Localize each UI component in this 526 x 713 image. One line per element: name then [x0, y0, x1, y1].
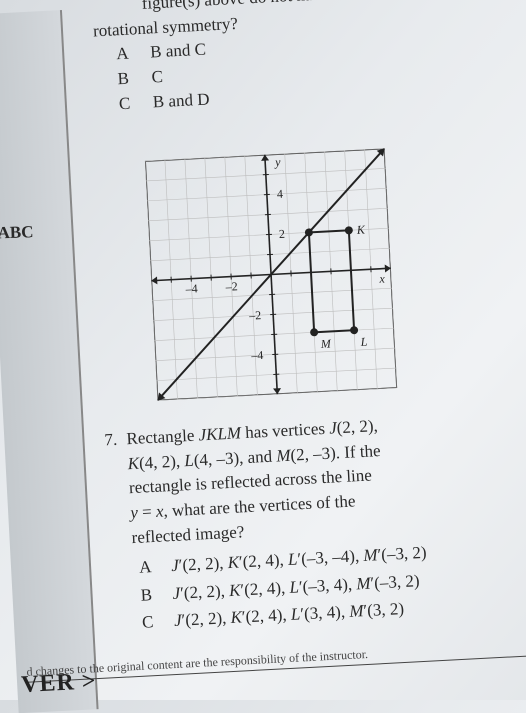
svg-text:–2: –2	[224, 279, 238, 294]
question-7: 7.Rectangle JKLM has vertices J(2, 2), K…	[104, 408, 515, 641]
q7-number: 7.	[104, 427, 127, 453]
opt-letter: B	[140, 583, 159, 609]
opt-letter: A	[116, 42, 135, 68]
svg-text:L: L	[359, 335, 368, 349]
svg-text:–4: –4	[250, 348, 264, 363]
svg-text:4: 4	[276, 187, 283, 201]
opt-text: C	[151, 65, 164, 90]
svg-text:x: x	[378, 272, 386, 286]
q7-body: 7.Rectangle JKLM has vertices J(2, 2), K…	[104, 408, 510, 552]
svg-text:–4: –4	[184, 281, 198, 296]
opt-letter: B	[117, 66, 136, 92]
svg-text:M: M	[319, 336, 332, 351]
top-question-fragment: figure(s) above do not have rotational s…	[81, 0, 487, 118]
page-footer: d changes to the original content are th…	[26, 638, 526, 683]
opt-letter: C	[118, 91, 137, 117]
coordinate-graph: –4 –2 –4 –2 2 4 y x K M L	[145, 148, 397, 400]
graph-svg: –4 –2 –4 –2 2 4 y x K M L	[145, 148, 397, 400]
worksheet-page: ABC figure(s) above do not have rotation…	[0, 0, 526, 713]
opt-letter: C	[142, 610, 161, 636]
page-left-margin	[0, 10, 99, 713]
q7-options: A J′(2, 2), K′(2, 4), L′(–3, –4), M′(–3,…	[139, 537, 515, 636]
svg-text:y: y	[274, 155, 282, 169]
opt-text: B and D	[152, 87, 210, 115]
svg-text:2: 2	[279, 227, 286, 241]
opt-text: B and C	[150, 38, 207, 66]
svg-text:K: K	[355, 222, 366, 237]
handwritten-annotation: VER >	[21, 668, 98, 699]
svg-text:–2: –2	[248, 308, 262, 323]
abc-side-label: ABC	[0, 222, 34, 243]
opt-letter: A	[139, 555, 158, 581]
